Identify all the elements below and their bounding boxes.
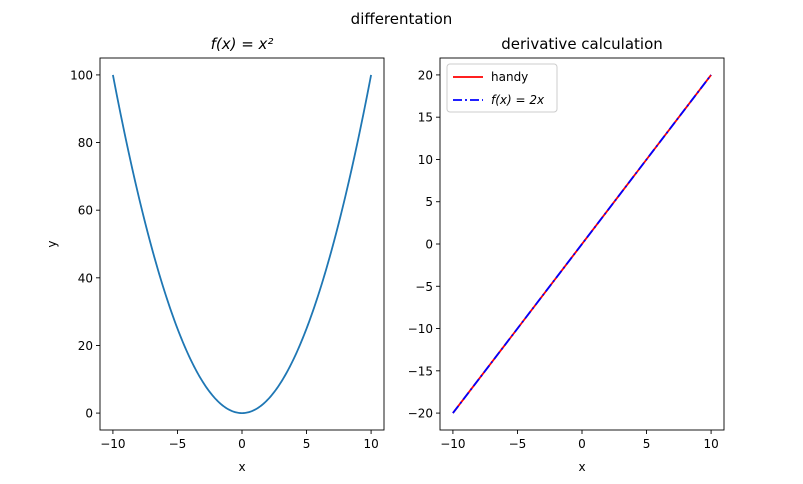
y-tick-label: 60 xyxy=(78,204,93,218)
figure-suptitle: differentation xyxy=(351,10,453,28)
y-tick-label: −5 xyxy=(415,280,433,294)
parabola-line xyxy=(112,74,372,414)
legend: handy f(x) = 2x xyxy=(446,63,558,113)
x-tick-label: 10 xyxy=(703,437,718,451)
x-tick-label: 10 xyxy=(363,437,378,451)
left-title: f(x) = x² xyxy=(211,35,274,53)
right-title: derivative calculation xyxy=(501,35,663,53)
fx-2x-line xyxy=(452,74,712,414)
y-tick-label: 20 xyxy=(78,339,93,353)
x-tick-label: 0 xyxy=(238,437,246,451)
y-tick-label: 20 xyxy=(418,68,433,82)
y-tick-label: −15 xyxy=(408,364,433,378)
legend-handy-label: handy xyxy=(491,70,528,84)
x-tick-label: −10 xyxy=(100,437,125,451)
left-y-axis-label: y xyxy=(45,240,59,247)
y-tick-label: 100 xyxy=(70,68,93,82)
right-x-axis-label: x xyxy=(578,460,585,474)
right-subplot: −10 −5 0 5 10 −20 −15 −10 −5 0 5 10 15 20 derivative… xyxy=(408,35,725,474)
y-tick-label: 15 xyxy=(418,111,433,125)
left-subplot: −10 −5 0 5 10 0 20 40 60 80 100 f(x) = x² x y xyxy=(45,35,385,474)
left-x-axis-label: x xyxy=(238,460,245,474)
y-tick-label: −20 xyxy=(408,407,433,421)
y-tick-label: 0 xyxy=(85,407,93,421)
legend-fx-2x-label: f(x) = 2x xyxy=(491,93,545,107)
y-tick-label: 40 xyxy=(78,271,93,285)
x-tick-label: −5 xyxy=(169,437,187,451)
x-tick-label: −10 xyxy=(440,437,465,451)
y-tick-label: 10 xyxy=(418,153,433,167)
left-axes-frame xyxy=(99,57,385,431)
x-tick-label: 0 xyxy=(578,437,586,451)
y-tick-label: 0 xyxy=(425,238,433,252)
y-tick-label: −10 xyxy=(408,322,433,336)
right-axes-frame xyxy=(439,57,725,431)
y-tick-label: 80 xyxy=(78,136,93,150)
y-tick-label: 5 xyxy=(425,195,433,209)
left-title-expression: f(x) = x² xyxy=(211,35,274,53)
x-tick-label: 5 xyxy=(643,437,651,451)
x-tick-label: 5 xyxy=(303,437,311,451)
x-tick-label: −5 xyxy=(509,437,527,451)
